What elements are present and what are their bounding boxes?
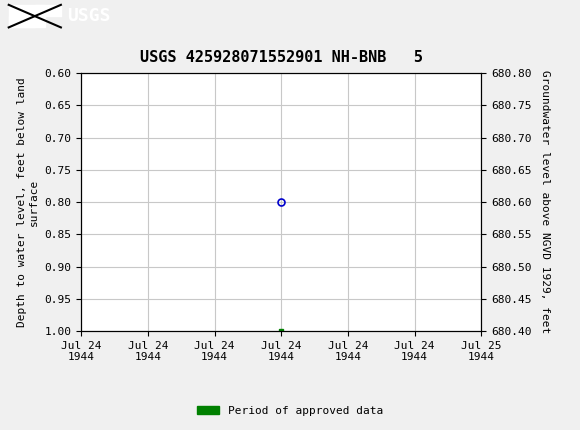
FancyBboxPatch shape <box>9 5 45 28</box>
Text: USGS: USGS <box>67 7 110 25</box>
Y-axis label: Groundwater level above NGVD 1929, feet: Groundwater level above NGVD 1929, feet <box>540 71 550 334</box>
Legend: Period of approved data: Period of approved data <box>193 401 387 420</box>
Y-axis label: Depth to water level, feet below land
surface: Depth to water level, feet below land su… <box>16 77 39 327</box>
Title: USGS 425928071552901 NH-BNB   5: USGS 425928071552901 NH-BNB 5 <box>140 50 423 65</box>
